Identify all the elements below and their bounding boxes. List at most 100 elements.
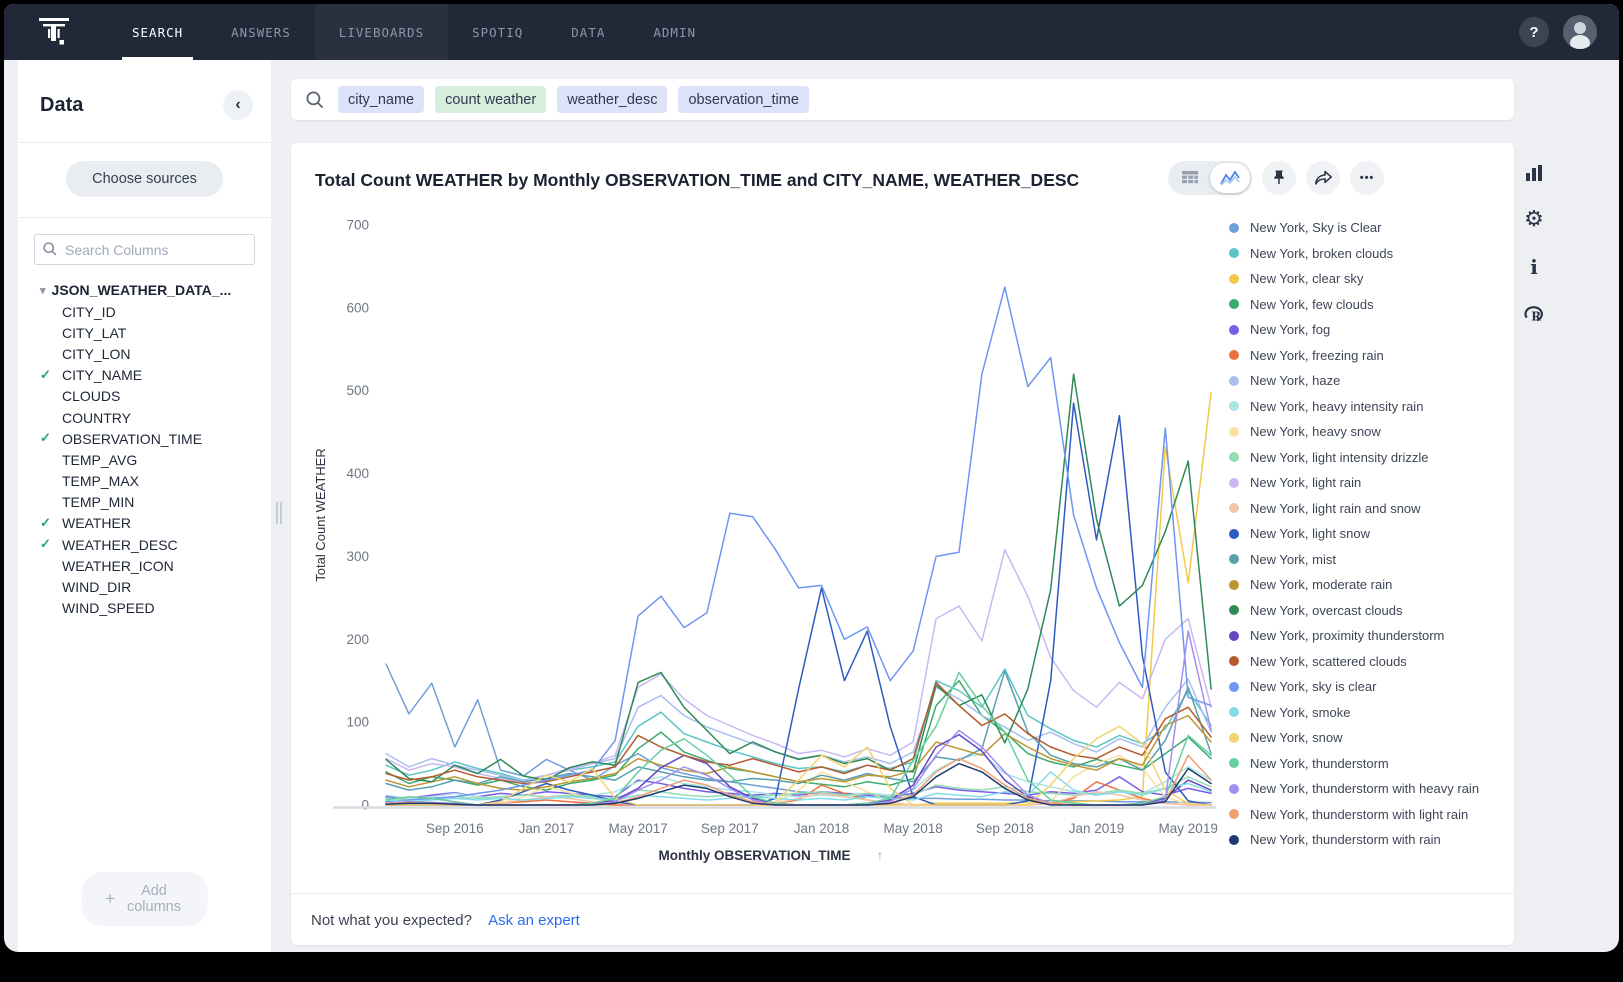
column-item-temp-avg[interactable]: TEMP_AVG: [40, 449, 259, 470]
ask-expert-link[interactable]: Ask an expert: [488, 912, 580, 929]
chart-view-button[interactable]: [1210, 163, 1250, 193]
search-token-weather-desc[interactable]: weather_desc: [557, 86, 667, 113]
x-tick-label: May 2018: [884, 821, 943, 836]
chart-legend: New York, Sky is Clear New York, broken c…: [1229, 215, 1504, 853]
legend-item-new-york-thunderstorm[interactable]: New York, thunderstorm: [1229, 751, 1504, 777]
legend-color-dot: [1229, 580, 1239, 590]
column-item-weather-desc[interactable]: ✓WEATHER_DESC: [40, 534, 259, 555]
legend-item-new-york-scattered-clouds[interactable]: New York, scattered clouds: [1229, 649, 1504, 675]
legend-item-new-york-thunderstorm-with-rain[interactable]: New York, thunderstorm with rain: [1229, 827, 1504, 853]
legend-item-new-york-sky-is-clear[interactable]: New York, sky is clear: [1229, 674, 1504, 700]
answer-info-button[interactable]: i: [1515, 248, 1553, 286]
legend-label: New York, light snow: [1250, 526, 1370, 541]
column-item-wind-speed[interactable]: WIND_SPEED: [40, 598, 259, 619]
column-item-temp-min[interactable]: TEMP_MIN: [40, 492, 259, 513]
legend-item-new-york-overcast-clouds[interactable]: New York, overcast clouds: [1229, 598, 1504, 624]
collapse-panel-button[interactable]: ‹: [223, 90, 253, 120]
column-item-city-lat[interactable]: CITY_LAT: [40, 322, 259, 343]
chart-types-button[interactable]: [1515, 154, 1553, 192]
column-name: WIND_DIR: [62, 579, 131, 595]
column-list: CITY_IDCITY_LATCITY_LON✓CITY_NAMECLOUDS C…: [40, 301, 259, 619]
column-item-clouds[interactable]: CLOUDS: [40, 386, 259, 407]
legend-item-new-york-smoke[interactable]: New York, smoke: [1229, 700, 1504, 726]
y-tick-label: 500: [346, 383, 369, 398]
legend-item-new-york-moderate-rain[interactable]: New York, moderate rain: [1229, 572, 1504, 598]
choose-sources-button[interactable]: Choose sources: [66, 161, 223, 197]
nav-tab-answers[interactable]: ANSWERS: [207, 4, 315, 60]
legend-item-new-york-light-rain-and-snow[interactable]: New York, light rain and snow: [1229, 496, 1504, 522]
legend-label: New York, light rain: [1250, 475, 1361, 490]
legend-item-new-york-heavy-intensity-rain[interactable]: New York, heavy intensity rain: [1229, 394, 1504, 420]
user-avatar[interactable]: [1563, 15, 1597, 49]
nav-tab-admin[interactable]: ADMIN: [629, 4, 720, 60]
legend-item-new-york-light-intensity-drizzle[interactable]: New York, light intensity drizzle: [1229, 445, 1504, 471]
svg-text:R: R: [1531, 309, 1541, 323]
column-name: TEMP_MIN: [62, 494, 134, 510]
nav-tab-liveboards[interactable]: LIVEBOARDS: [315, 4, 448, 60]
pin-button[interactable]: [1262, 161, 1296, 195]
column-item-temp-max[interactable]: TEMP_MAX: [40, 471, 259, 492]
more-options-button[interactable]: •••: [1350, 161, 1384, 195]
legend-item-new-york-proximity-thunderstorm[interactable]: New York, proximity thunderstorm: [1229, 623, 1504, 649]
panel-resize-handle[interactable]: [276, 502, 284, 524]
check-icon: ✓: [40, 515, 51, 531]
legend-item-new-york-thunderstorm-with-heavy-rain[interactable]: New York, thunderstorm with heavy rain: [1229, 776, 1504, 802]
column-item-city-lon[interactable]: CITY_LON: [40, 343, 259, 364]
source-table-row[interactable]: ▾ JSON_WEATHER_DATA_...: [40, 279, 259, 301]
chart-settings-button[interactable]: ⚙: [1515, 201, 1553, 239]
legend-item-new-york-heavy-snow[interactable]: New York, heavy snow: [1229, 419, 1504, 445]
column-item-country[interactable]: COUNTRY: [40, 407, 259, 428]
nav-tab-data[interactable]: DATA: [547, 4, 629, 60]
legend-item-new-york-fog[interactable]: New York, fog: [1229, 317, 1504, 343]
legend-color-dot: [1229, 707, 1239, 717]
column-item-weather[interactable]: ✓ WEATHER: [40, 513, 259, 534]
column-name: TEMP_AVG: [62, 452, 137, 468]
thoughtspot-logo[interactable]: [4, 4, 108, 60]
search-token-city-name[interactable]: city_name: [338, 86, 424, 113]
sort-ascending-icon[interactable]: ↑: [877, 847, 884, 863]
nav-tab-spotiq[interactable]: SPOTIQ: [448, 4, 547, 60]
add-columns-label: Add columns: [124, 883, 184, 915]
column-item-weather-icon[interactable]: WEATHER_ICON: [40, 555, 259, 576]
legend-item-new-york-snow[interactable]: New York, snow: [1229, 725, 1504, 751]
legend-item-new-york-haze[interactable]: New York, haze: [1229, 368, 1504, 394]
r-analysis-button[interactable]: R: [1515, 295, 1553, 333]
nav-right: ?: [1519, 4, 1619, 60]
legend-item-new-york-few-clouds[interactable]: New York, few clouds: [1229, 292, 1504, 318]
search-icon: [42, 241, 58, 257]
column-item-city-id[interactable]: CITY_ID: [40, 301, 259, 322]
legend-item-new-york-broken-clouds[interactable]: New York, broken clouds: [1229, 241, 1504, 267]
legend-label: New York, Sky is Clear: [1250, 220, 1382, 235]
legend-item-new-york-light-snow[interactable]: New York, light snow: [1229, 521, 1504, 547]
legend-label: New York, sky is clear: [1250, 679, 1376, 694]
search-icon: [305, 90, 325, 110]
legend-item-new-york-freezing-rain[interactable]: New York, freezing rain: [1229, 343, 1504, 369]
add-columns-button[interactable]: + Add columns: [81, 872, 208, 926]
legend-label: New York, broken clouds: [1250, 246, 1393, 261]
column-item-city-name[interactable]: ✓CITY_NAME: [40, 365, 259, 386]
legend-color-dot: [1229, 350, 1239, 360]
table-view-button[interactable]: [1170, 163, 1210, 193]
search-token-count-weather[interactable]: count weather: [435, 86, 546, 113]
avatar-image: [1563, 15, 1597, 49]
column-name: WEATHER: [62, 515, 131, 531]
column-name: COUNTRY: [62, 410, 131, 426]
search-bar[interactable]: city_name count weather weather_desc observ…: [291, 79, 1514, 120]
legend-item-new-york-mist[interactable]: New York, mist: [1229, 547, 1504, 573]
legend-color-dot: [1229, 529, 1239, 539]
legend-item-new-york-clear-sky[interactable]: New York, clear sky: [1229, 266, 1504, 292]
column-item-wind-dir[interactable]: WIND_DIR: [40, 576, 259, 597]
legend-item-new-york-light-rain[interactable]: New York, light rain: [1229, 470, 1504, 496]
app-window: SEARCHANSWERSLIVEBOARDSSPOTIQDATAADMIN ?…: [4, 4, 1619, 952]
search-columns-input[interactable]: [34, 234, 255, 265]
legend-label: New York, smoke: [1250, 705, 1350, 720]
legend-item-new-york-thunderstorm-with-light-rain[interactable]: New York, thunderstorm with light rain: [1229, 802, 1504, 828]
share-button[interactable]: [1306, 161, 1340, 195]
nav-tab-search[interactable]: SEARCH: [108, 4, 207, 60]
legend-item-new-york-sky-is-clear[interactable]: New York, Sky is Clear: [1229, 215, 1504, 241]
column-item-observation-time[interactable]: ✓OBSERVATION_TIME: [40, 428, 259, 449]
check-icon: ✓: [40, 430, 51, 446]
data-panel-header: Data ‹: [18, 60, 271, 143]
search-token-observation-time[interactable]: observation_time: [678, 86, 808, 113]
help-button[interactable]: ?: [1519, 17, 1549, 47]
